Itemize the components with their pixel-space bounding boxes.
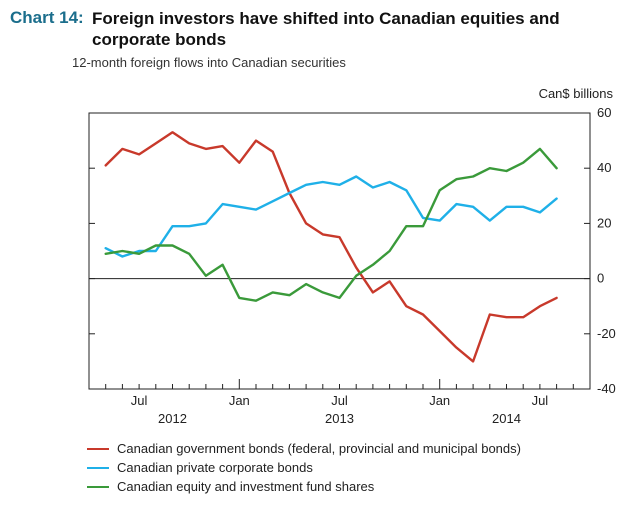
legend-swatch-corporate-bonds (87, 466, 109, 469)
y-tick-label: -40 (597, 381, 616, 396)
series-line-1 (104, 175, 558, 258)
plot-frame (88, 112, 591, 390)
chart-title: Foreign investors have shifted into Cana… (92, 9, 560, 49)
legend-label-government-bonds: Canadian government bonds (federal, prov… (117, 441, 521, 456)
legend-label-corporate-bonds: Canadian private corporate bonds (117, 460, 313, 475)
x-tick-label: Jan (229, 393, 250, 408)
x-tick-label: Jul (131, 393, 148, 408)
x-tick-label: Jul (532, 393, 549, 408)
x-year-label: 2014 (492, 411, 521, 426)
y-tick-label: 60 (597, 105, 611, 120)
legend-swatch-government-bonds (87, 447, 109, 450)
legend-item-government-bonds: Canadian government bonds (federal, prov… (87, 439, 521, 458)
y-tick-label: -20 (597, 326, 616, 341)
chart-legend: Canadian government bonds (federal, prov… (87, 439, 521, 496)
y-tick-label: 0 (597, 271, 604, 286)
x-year-label: 2013 (325, 411, 354, 426)
series-line-0 (104, 131, 558, 363)
x-year-label: 2012 (158, 411, 187, 426)
x-tick-label: Jan (429, 393, 450, 408)
legend-item-equity-shares: Canadian equity and investment fund shar… (87, 477, 521, 496)
chart-subtitle: 12-month foreign flows into Canadian sec… (72, 55, 346, 70)
series-line-2 (104, 147, 558, 302)
legend-label-equity-shares: Canadian equity and investment fund shar… (117, 479, 375, 494)
chart-number: Chart 14: (10, 8, 84, 27)
x-tick-label: Jul (331, 393, 348, 408)
y-tick-label: 40 (597, 160, 611, 175)
legend-item-corporate-bonds: Canadian private corporate bonds (87, 458, 521, 477)
y-axis-unit-label: Can$ billions (538, 86, 613, 101)
y-tick-label: 20 (597, 215, 611, 230)
legend-swatch-equity-shares (87, 485, 109, 488)
